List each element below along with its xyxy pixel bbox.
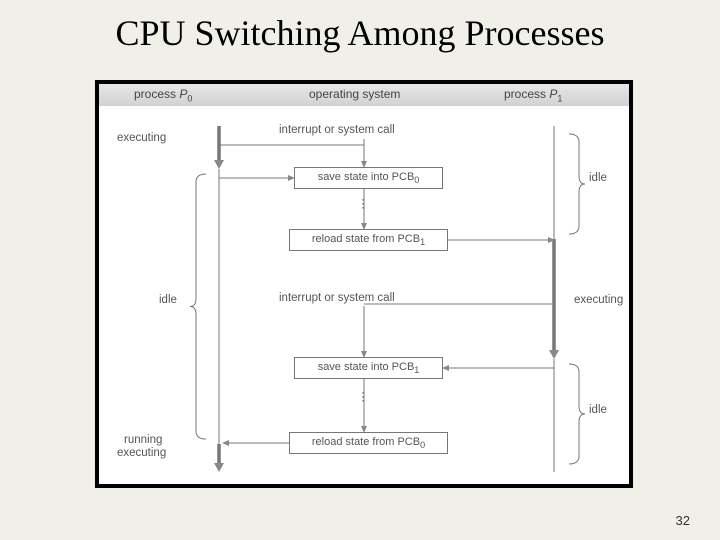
lbl-interrupt-1: interrupt or system call [279, 124, 395, 136]
vdots-2: ··· [361, 390, 365, 402]
lbl-executing-p1: executing [574, 294, 623, 306]
lbl-running: running [124, 434, 162, 446]
box-save-pcb0: save state into PCB0 [294, 167, 443, 189]
box-save-pcb1: save state into PCB1 [294, 357, 443, 379]
box-reload-pcb1: reload state from PCB1 [289, 229, 448, 251]
page-title: CPU Switching Among Processes [0, 0, 720, 54]
vdots-1: ··· [361, 197, 365, 209]
diagram-svg [99, 84, 629, 484]
lbl-idle-p0: idle [159, 294, 177, 306]
lbl-executing-p0-top: executing [117, 132, 166, 144]
lbl-idle-p1-bot: idle [589, 404, 607, 416]
lbl-interrupt-2: interrupt or system call [279, 292, 395, 304]
lbl-idle-p1-top: idle [589, 172, 607, 184]
box-reload-pcb0: reload state from PCB0 [289, 432, 448, 454]
page-number: 32 [676, 513, 690, 528]
context-switch-diagram: process P0 operating system process P1 s… [95, 80, 633, 488]
lbl-executing-p0-bot: executing [117, 447, 166, 459]
